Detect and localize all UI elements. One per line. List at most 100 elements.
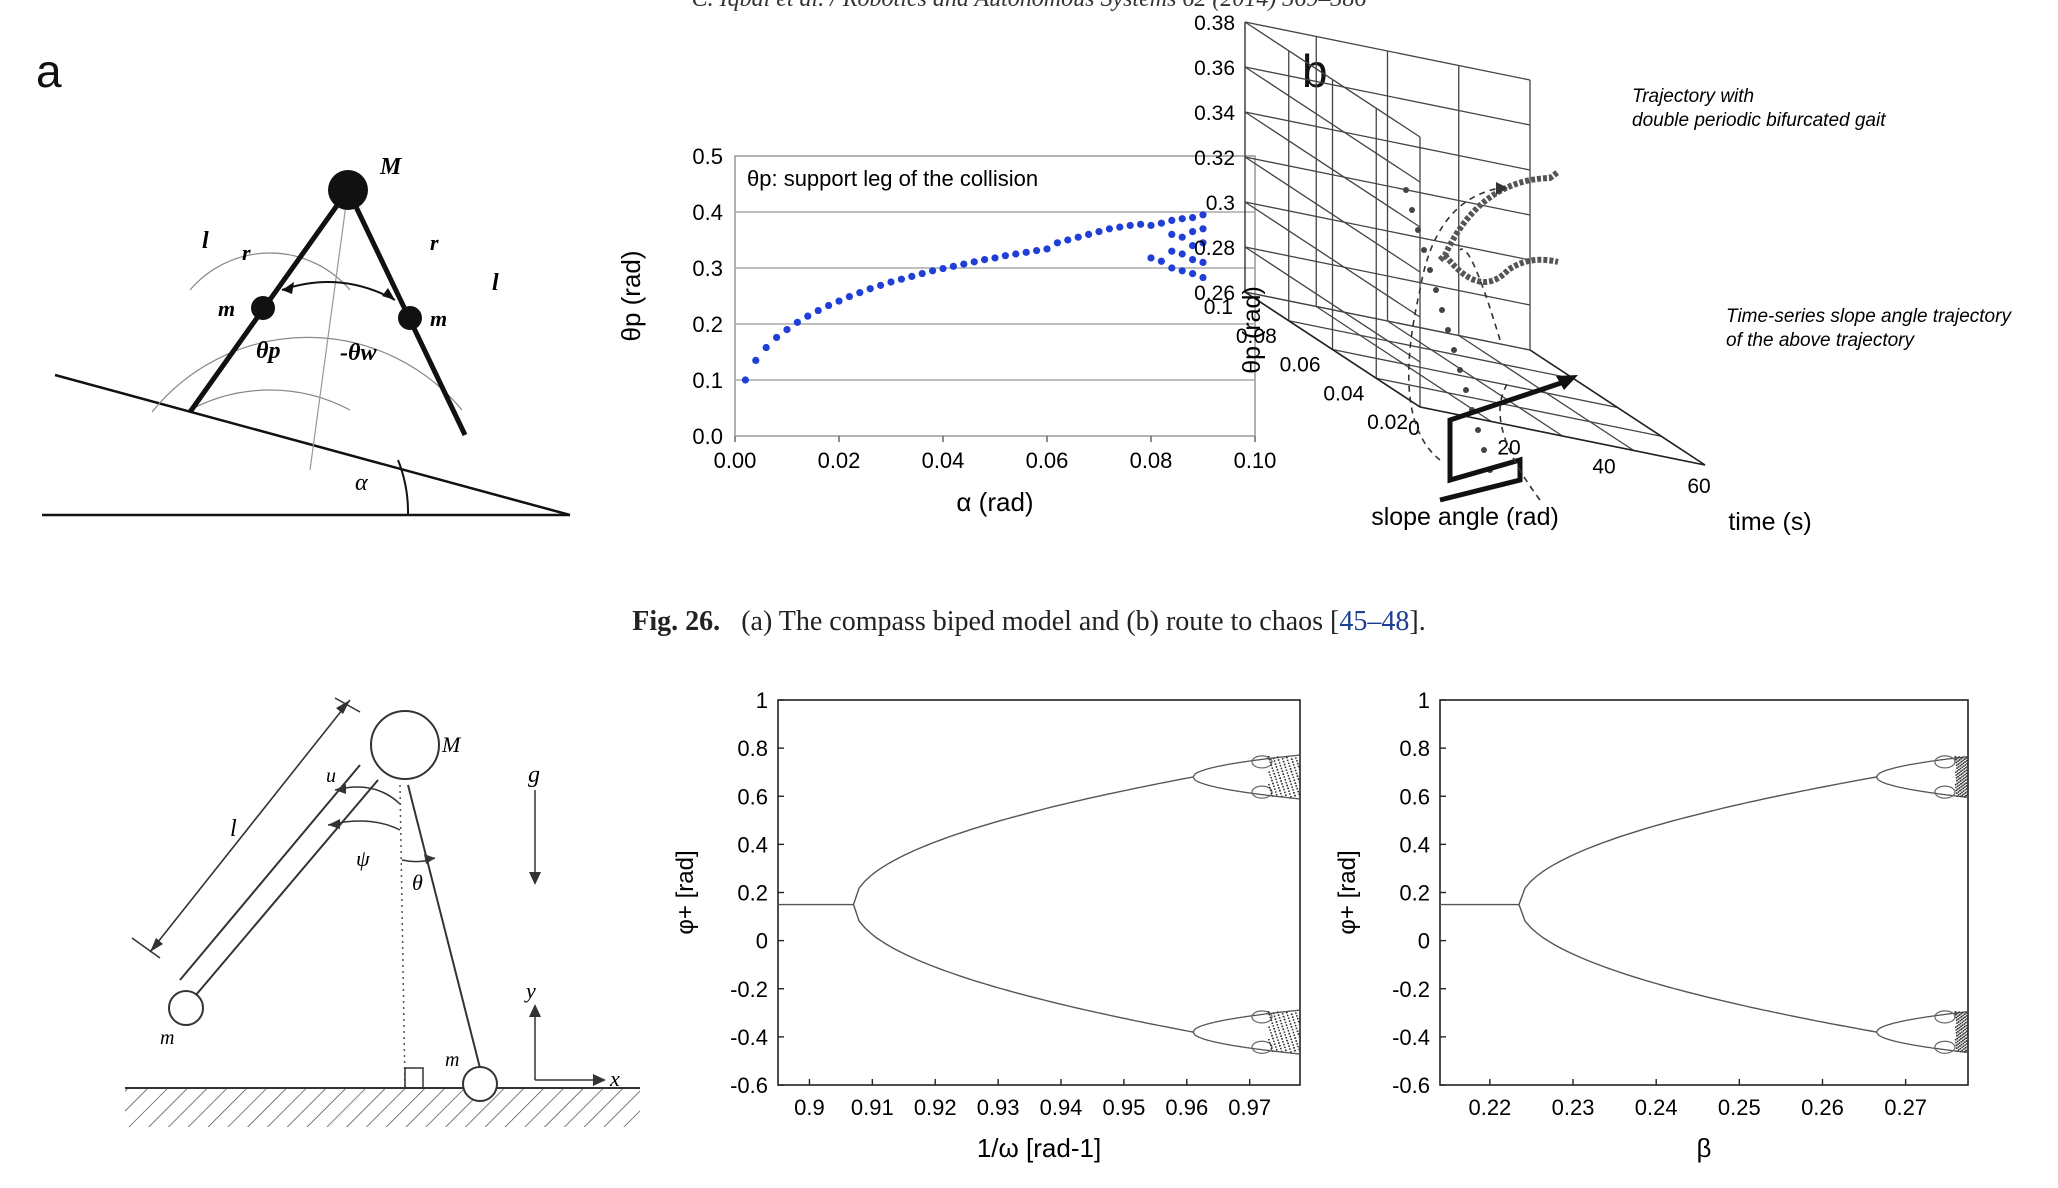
chaos-point	[1957, 766, 1960, 768]
x-tick-label: 0.9	[794, 1095, 825, 1120]
trajectory-point	[1403, 187, 1409, 193]
x-tick-label: 0.10	[1234, 448, 1277, 473]
chaos-point	[1295, 1040, 1298, 1042]
trajectory-point	[1409, 207, 1415, 213]
theta-p-vs-alpha-chart: 0.00.10.20.30.40.50.00 0.02 0.04 0.06 0.08 0.…	[616, 144, 1276, 517]
data-point	[1147, 221, 1155, 230]
chaos-point	[1954, 783, 1957, 786]
chaos-point	[1287, 1029, 1290, 1032]
walker-label-x: x	[609, 1066, 620, 1091]
trajectory-point	[1427, 267, 1433, 273]
figure-caption-refs[interactable]: 45–48	[1339, 606, 1410, 637]
chaos-point	[1294, 1037, 1297, 1039]
chaos-point	[1297, 1045, 1299, 1048]
data-point	[1189, 242, 1197, 250]
chaos-point	[1297, 778, 1300, 780]
grid-line	[1244, 201, 1531, 261]
chaos-point	[1965, 769, 1968, 772]
chaos-point	[1285, 1024, 1288, 1027]
z-tick-label: 0.3	[1206, 192, 1235, 215]
chaos-point	[1290, 1038, 1293, 1041]
grid-line	[1244, 66, 1531, 126]
y-tick-label: -0.6	[730, 1073, 768, 1098]
chaos-point	[1296, 775, 1299, 778]
chaos-point	[1285, 769, 1288, 771]
period-8-loop	[1934, 755, 1956, 769]
data-point	[1168, 216, 1176, 224]
chaos-point	[1267, 1011, 1270, 1013]
chaos-point	[1955, 1029, 1958, 1031]
data-point	[866, 285, 874, 293]
chaos-point	[1272, 1012, 1275, 1015]
chaos-point	[1966, 1030, 1968, 1033]
chaos-point	[1956, 782, 1959, 785]
chaos-point	[1276, 768, 1279, 771]
chaos-point	[1281, 1013, 1284, 1015]
chaos-point	[1954, 1011, 1957, 1013]
chaos-point	[1284, 1046, 1286, 1049]
chaos-point	[1283, 1031, 1286, 1033]
chaos-point	[1959, 1022, 1962, 1025]
chaos-point	[1960, 1028, 1963, 1031]
y-tick-label: 0.2	[1399, 881, 1430, 906]
chaos-point	[1270, 792, 1273, 795]
chaos-point	[1284, 1021, 1287, 1024]
y-tick-label: 0.2	[737, 881, 768, 906]
chaos-point	[1284, 1034, 1287, 1036]
x-tick-label: 0.06	[1026, 448, 1069, 473]
data-point	[1168, 247, 1176, 255]
data-point	[1199, 258, 1207, 266]
chaos-point	[1960, 785, 1963, 788]
chaos-point	[1957, 760, 1959, 763]
data-point	[960, 260, 968, 268]
running-header: C. Iqbal et al. / Robotics and Autonomou…	[0, 0, 2058, 13]
floor-edge	[1529, 349, 1706, 466]
chaos-point	[1956, 1027, 1959, 1030]
chaos-point	[1957, 788, 1959, 790]
chaos-point	[1281, 1025, 1284, 1028]
chaos-point	[1280, 1035, 1282, 1037]
chaos-point	[1958, 1014, 1961, 1016]
chaos-point	[1279, 1047, 1282, 1050]
chaos-point	[1957, 1030, 1959, 1033]
chaos-point	[1957, 793, 1960, 796]
chaos-point	[1277, 771, 1280, 774]
chaos-point	[1957, 775, 1959, 778]
chaos-point	[1962, 774, 1965, 777]
chaos-point	[1958, 756, 1960, 759]
chaos-point	[1960, 757, 1962, 760]
y-tick-label: 0.04	[1323, 382, 1364, 405]
trajectory-point	[1475, 427, 1481, 433]
x-tick-label: 0.91	[851, 1095, 894, 1120]
chaos-point	[1290, 770, 1293, 773]
chaos-point	[1955, 1032, 1958, 1034]
walker-label-theta: θ	[412, 870, 423, 895]
chaos-point	[1958, 1011, 1960, 1014]
chaos-point	[1965, 794, 1967, 797]
figure-caption-label: Fig. 26.	[632, 606, 721, 637]
y-axis	[1244, 291, 1421, 408]
chaos-point	[1273, 772, 1276, 775]
chaos-point	[1966, 793, 1969, 796]
data-point	[814, 306, 822, 315]
y-axis-label: slope angle (rad)	[1371, 503, 1559, 531]
chaos-point	[1291, 1016, 1294, 1018]
chaos-point	[1282, 760, 1285, 763]
data-point	[793, 318, 801, 326]
chaos-point	[1274, 1030, 1277, 1033]
chaos-point	[1271, 1022, 1274, 1025]
chaos-point	[1957, 1033, 1960, 1036]
x-tick-label: 0.97	[1228, 1095, 1271, 1120]
chaos-point	[1278, 774, 1281, 777]
chaos-point	[1269, 789, 1272, 792]
chaos-point	[1956, 1022, 1958, 1025]
chaos-point	[1298, 1036, 1301, 1038]
x-tick-label: 0.93	[977, 1095, 1020, 1120]
chaos-point	[1963, 780, 1965, 783]
chaos-point	[1958, 1029, 1961, 1032]
chaos-point	[1956, 779, 1958, 782]
y-tick-label: 0.5	[692, 144, 723, 169]
chaos-point	[1962, 1042, 1965, 1045]
chaos-point	[1957, 1046, 1960, 1048]
chaos-point	[1268, 1013, 1271, 1016]
